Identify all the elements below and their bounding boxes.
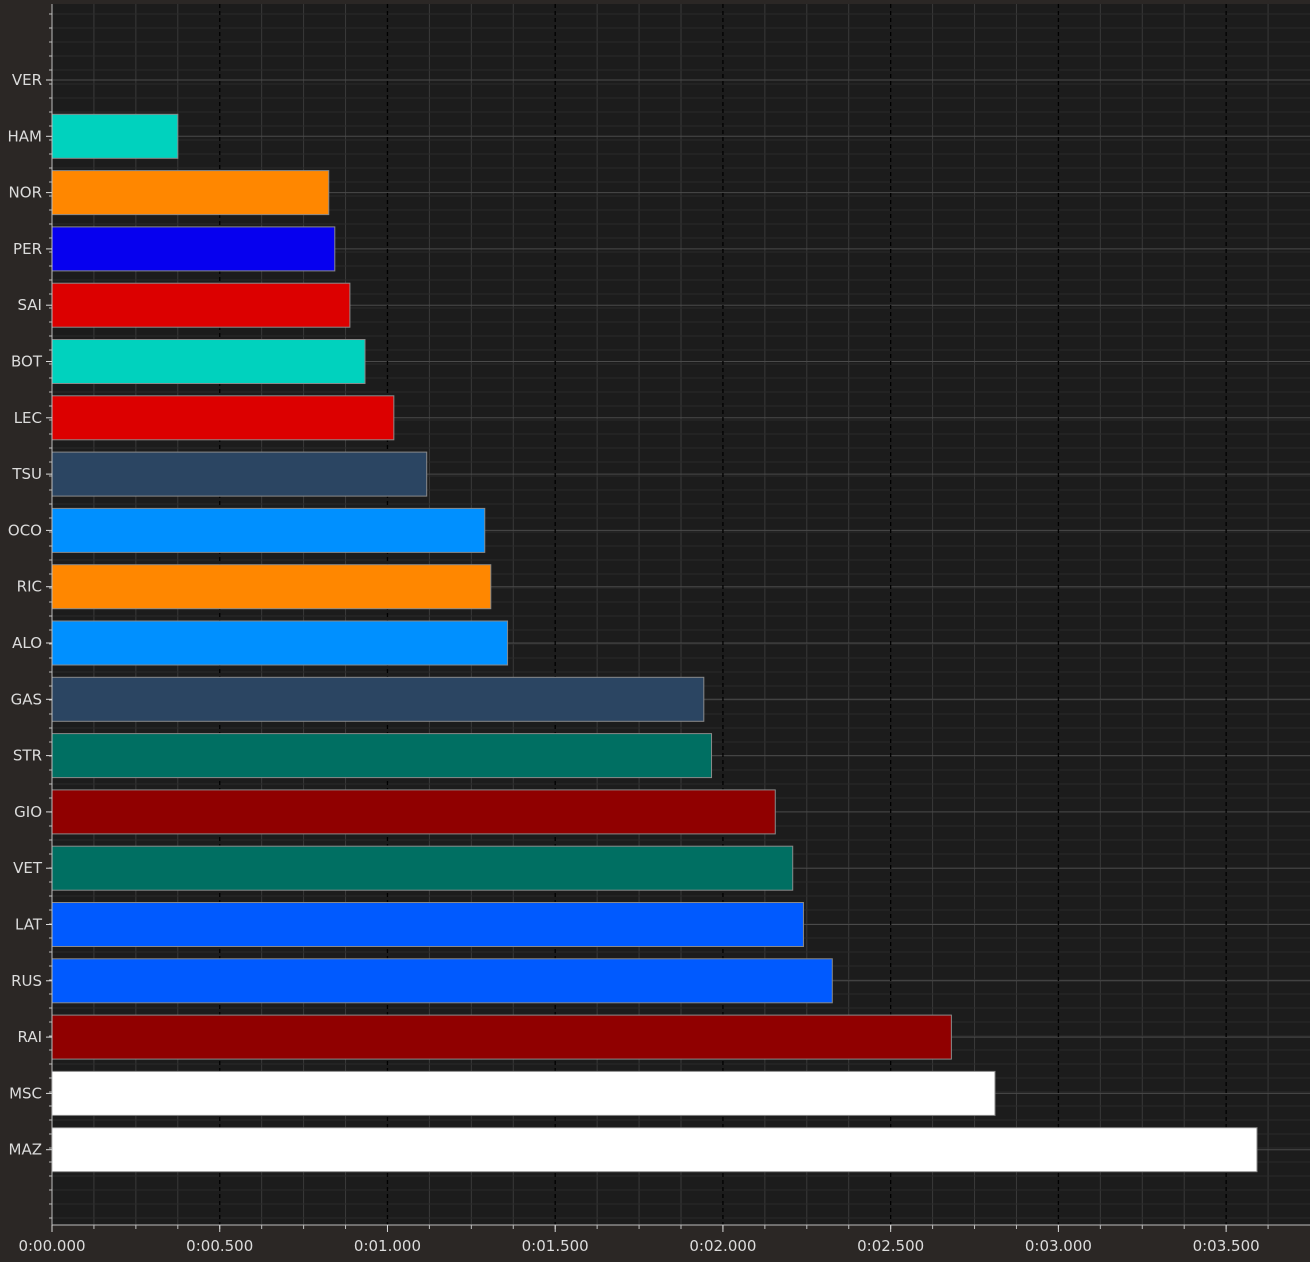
- y-tick-label: PER: [13, 240, 42, 258]
- bar-lat: [51, 902, 804, 947]
- bar-rus: [51, 958, 833, 1004]
- y-tick-label: VET: [13, 859, 43, 877]
- y-tick-label: RUS: [11, 972, 42, 990]
- y-tick-label: ALO: [12, 634, 42, 652]
- x-tick-label: 0:02.000: [689, 1237, 756, 1255]
- bar-vet: [51, 845, 794, 891]
- bar-ric: [51, 564, 492, 610]
- x-tick-label: 0:01.000: [354, 1237, 421, 1255]
- y-tick-label: LAT: [15, 916, 43, 934]
- bar-bot: [51, 339, 366, 384]
- y-tick-label: RIC: [17, 578, 42, 596]
- axes: [46, 4, 1310, 1232]
- bars: [51, 113, 1258, 1173]
- y-tick-label: TSU: [11, 465, 42, 483]
- bar-maz: [51, 1127, 1258, 1173]
- bar-msc: [51, 1070, 996, 1116]
- x-tick-label: 0:03.000: [1025, 1237, 1092, 1255]
- y-tick-label: NOR: [9, 184, 42, 202]
- y-tick-label: OCO: [8, 521, 42, 539]
- y-tick-label: MAZ: [9, 1141, 42, 1159]
- y-tick-label: HAM: [8, 127, 42, 145]
- y-tick-label: RAI: [18, 1028, 43, 1046]
- y-tick-label: STR: [13, 747, 42, 765]
- x-tick-labels: 0:00.000 0:00.500 0:01.000 0:01.500 0:02.000…: [18, 1237, 1259, 1255]
- bar-alo: [51, 620, 509, 666]
- y-tick-label: VER: [12, 71, 42, 89]
- x-tick-label: 0:00.500: [186, 1237, 253, 1255]
- bar-nor: [51, 170, 330, 216]
- y-tick-label: GAS: [11, 690, 42, 708]
- bar-str: [51, 733, 713, 779]
- bar-lec: [51, 395, 395, 441]
- bar-per: [51, 226, 336, 272]
- bar-gas: [51, 676, 705, 722]
- y-tick-label: LEC: [14, 409, 42, 427]
- x-tick-label: 0:02.500: [857, 1237, 924, 1255]
- bar-tsu: [51, 451, 428, 497]
- bar-gio: [51, 789, 776, 835]
- y-tick-label: BOT: [11, 353, 43, 371]
- y-tick-labels: VER HAM NOR PER SAI BOT LEC TSU OCO RIC ALO GAS STR G…: [8, 71, 43, 1159]
- bar-ham: [51, 113, 179, 159]
- bar-sai: [51, 282, 351, 328]
- x-tick-label: 0:03.500: [1193, 1237, 1260, 1255]
- bar-oco: [51, 507, 486, 553]
- x-tick-label: 0:01.500: [522, 1237, 589, 1255]
- bar-rai: [51, 1014, 952, 1060]
- y-tick-label: GIO: [14, 803, 42, 821]
- y-tick-label: SAI: [18, 296, 43, 314]
- x-tick-label: 0:00.000: [18, 1237, 85, 1255]
- y-tick-label: MSC: [9, 1084, 42, 1102]
